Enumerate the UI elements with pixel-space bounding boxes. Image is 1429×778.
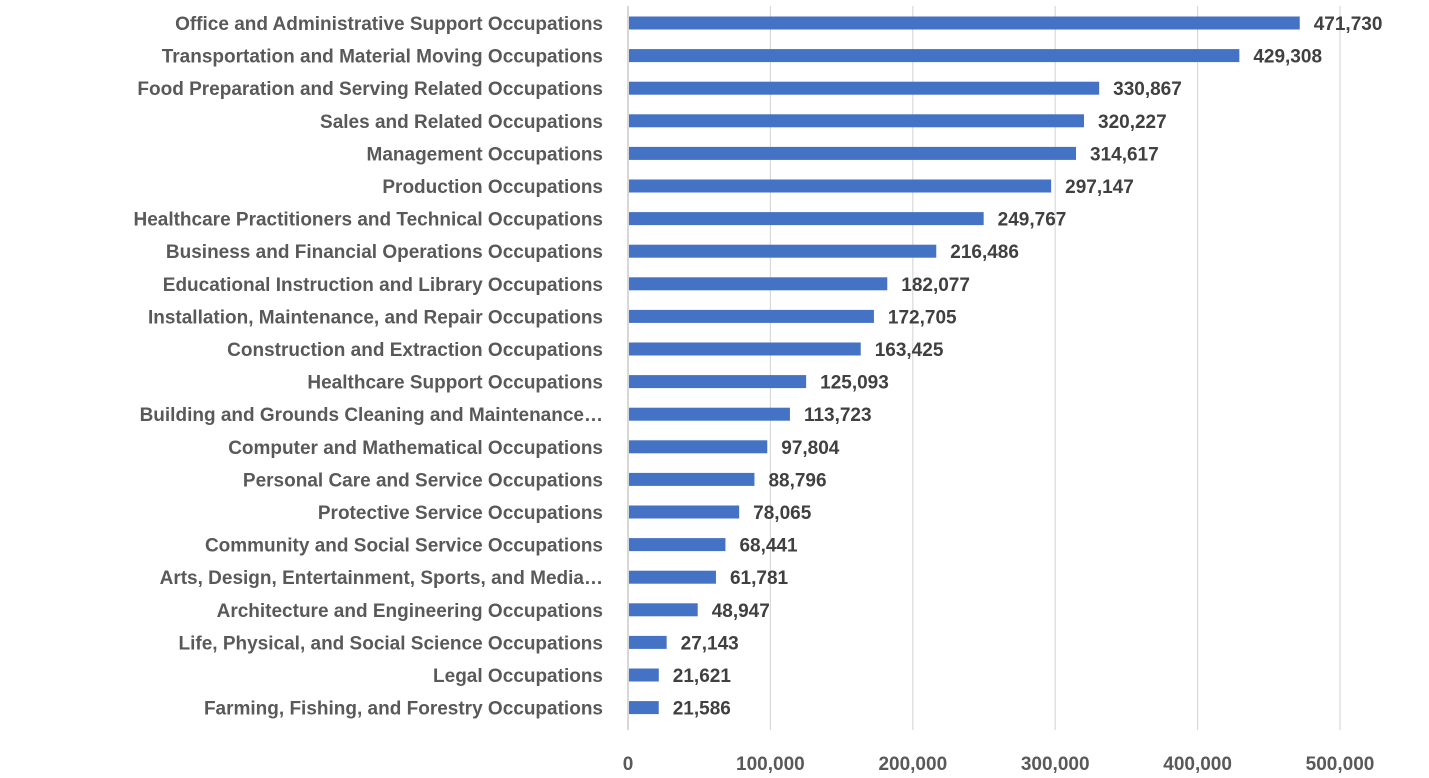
category-label: Business and Financial Operations Occupa…: [166, 242, 603, 263]
value-label: 471,730: [1314, 14, 1383, 35]
bar: [629, 277, 888, 291]
category-label: Community and Social Service Occupations: [205, 536, 603, 557]
value-labels: 471,730 429,308 330,867 320,227 314,617 297,1…: [673, 14, 1383, 720]
category-label: Production Occupations: [382, 177, 603, 198]
value-label: 429,308: [1253, 47, 1322, 68]
x-tick-label: 100,000: [736, 754, 805, 775]
value-label: 61,781: [730, 568, 789, 589]
category-label: Healthcare Support Occupations: [307, 373, 603, 394]
category-label: Architecture and Engineering Occupations: [217, 601, 603, 622]
value-label: 320,227: [1098, 112, 1167, 133]
bar: [629, 440, 768, 454]
value-label: 125,093: [820, 373, 889, 394]
bar: [629, 49, 1240, 63]
value-label: 68,441: [739, 536, 798, 557]
value-label: 97,804: [781, 438, 840, 459]
category-label: Construction and Extraction Occupations: [227, 340, 603, 361]
category-label: Office and Administrative Support Occupa…: [175, 14, 603, 35]
bar: [629, 407, 790, 421]
bar: [629, 668, 659, 682]
bar: [629, 16, 1300, 30]
x-tick-label: 0: [623, 754, 634, 775]
bar: [629, 538, 726, 552]
x-tick-label: 200,000: [878, 754, 947, 775]
value-label: 21,586: [673, 699, 731, 720]
bar: [629, 472, 755, 486]
bar: [629, 570, 716, 584]
category-label: Transportation and Material Moving Occup…: [162, 47, 603, 68]
value-label: 163,425: [875, 340, 944, 361]
value-label: 182,077: [901, 275, 970, 296]
value-label: 330,867: [1113, 79, 1182, 100]
bars: [629, 16, 1300, 715]
bar: [629, 309, 874, 323]
bar: [629, 375, 807, 389]
category-label: Educational Instruction and Library Occu…: [163, 275, 603, 296]
x-axis-tick-labels: 0 100,000 200,000 300,000 400,000 500,000: [623, 754, 1375, 775]
bar: [629, 244, 937, 258]
bar: [629, 179, 1052, 193]
category-label: Healthcare Practitioners and Technical O…: [133, 210, 603, 231]
category-label: Management Occupations: [367, 144, 604, 165]
category-label: Life, Physical, and Social Science Occup…: [179, 633, 604, 654]
value-label: 314,617: [1090, 144, 1159, 165]
bar: [629, 603, 698, 617]
bar: [629, 212, 984, 226]
value-label: 172,705: [888, 307, 957, 328]
bar: [629, 635, 667, 649]
bar: [629, 342, 861, 356]
value-label: 88,796: [768, 470, 826, 491]
value-label: 216,486: [950, 242, 1019, 263]
value-label: 21,621: [673, 666, 732, 687]
value-label: 78,065: [753, 503, 812, 524]
value-label: 297,147: [1065, 177, 1134, 198]
bar: [629, 114, 1085, 128]
category-label: Protective Service Occupations: [318, 503, 603, 524]
category-label: Legal Occupations: [433, 666, 603, 687]
bar: [629, 81, 1100, 95]
bar: [629, 146, 1077, 160]
bar: [629, 505, 740, 519]
value-label: 249,767: [998, 210, 1067, 231]
category-label: Personal Care and Service Occupations: [243, 470, 603, 491]
category-label: Sales and Related Occupations: [320, 112, 603, 133]
x-tick-label: 500,000: [1306, 754, 1375, 775]
category-label: Installation, Maintenance, and Repair Oc…: [148, 307, 603, 328]
category-label: Building and Grounds Cleaning and Mainte…: [140, 405, 603, 426]
value-label: 48,947: [712, 601, 770, 622]
category-label: Arts, Design, Entertainment, Sports, and…: [160, 568, 603, 589]
category-label: Computer and Mathematical Occupations: [228, 438, 603, 459]
value-label: 113,723: [804, 405, 872, 426]
category-label: Farming, Fishing, and Forestry Occupatio…: [204, 699, 603, 720]
x-tick-label: 300,000: [1021, 754, 1090, 775]
x-tick-label: 400,000: [1163, 754, 1232, 775]
category-labels: Office and Administrative Support Occupa…: [133, 14, 603, 720]
value-label: 27,143: [681, 633, 739, 654]
bar: [629, 701, 659, 715]
category-label: Food Preparation and Serving Related Occ…: [137, 79, 603, 100]
